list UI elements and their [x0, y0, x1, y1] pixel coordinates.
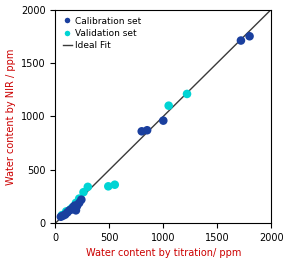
Legend: Calibration set, Validation set, Ideal Fit: Calibration set, Validation set, Ideal F…	[60, 14, 144, 53]
Point	[86, 185, 90, 189]
Point	[71, 205, 76, 209]
Point	[74, 208, 78, 213]
Point	[73, 204, 77, 208]
X-axis label: Water content by titration/ ppm: Water content by titration/ ppm	[86, 248, 241, 258]
Point	[75, 204, 79, 208]
Point	[81, 190, 86, 194]
Point	[185, 92, 189, 96]
Point	[106, 184, 111, 188]
Point	[60, 213, 64, 217]
Point	[68, 207, 73, 211]
Point	[239, 39, 243, 43]
Point	[64, 209, 68, 214]
Point	[67, 208, 72, 213]
Point	[112, 183, 117, 187]
Point	[247, 34, 252, 38]
Point	[139, 129, 144, 133]
Point	[145, 128, 149, 132]
Point	[69, 207, 74, 211]
Point	[59, 215, 63, 219]
Point	[77, 196, 81, 201]
Point	[74, 201, 78, 205]
Point	[79, 197, 84, 202]
Point	[65, 210, 70, 215]
Point	[161, 119, 166, 123]
Point	[166, 103, 171, 108]
Point	[61, 214, 65, 218]
Y-axis label: Water content by NIR / ppm: Water content by NIR / ppm	[5, 48, 16, 185]
Point	[71, 206, 75, 210]
Point	[63, 213, 67, 217]
Point	[71, 205, 75, 209]
Point	[77, 201, 81, 205]
